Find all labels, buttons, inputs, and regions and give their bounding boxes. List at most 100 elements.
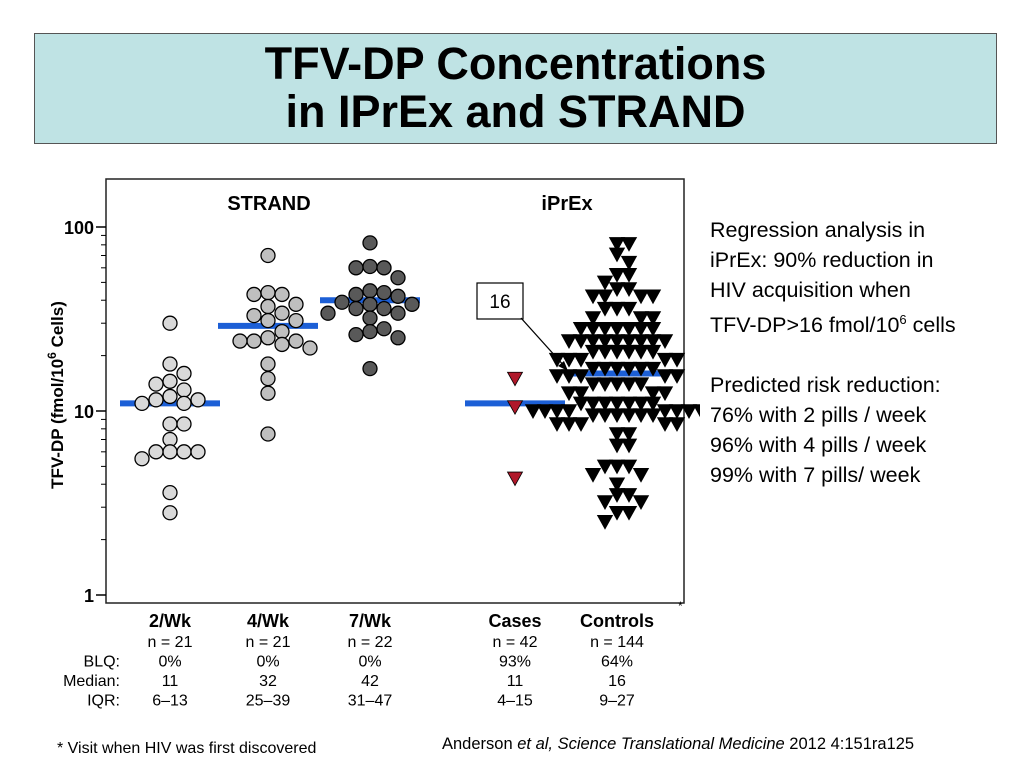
data-point-triangle	[608, 267, 626, 283]
data-point-circle	[260, 247, 276, 264]
data-point-circle	[390, 288, 406, 304]
annotation-box	[476, 282, 524, 320]
data-point-triangle	[632, 468, 650, 483]
data-point-triangle	[596, 275, 614, 291]
y-axis: 1 10 100	[64, 218, 106, 606]
data-point-triangle	[584, 289, 602, 305]
data-point-triangle	[632, 396, 650, 412]
data-point-circle	[274, 286, 290, 303]
data-point-circle	[320, 305, 336, 321]
data-point-triangle	[524, 404, 542, 419]
data-point-triangle	[620, 377, 638, 393]
citation-year: 2012 4:151ra125	[784, 735, 915, 753]
annotation-arrow-head	[558, 361, 568, 371]
y-tick-label: 100	[64, 218, 94, 238]
category-labels: 2/Wk 4/Wk 7/Wk Cases Controls	[149, 611, 654, 631]
data-point-circle	[260, 330, 276, 346]
data-point-triangle	[596, 344, 614, 360]
data-point-triangle	[506, 371, 524, 387]
data-point-circle	[376, 284, 392, 301]
data-point-circle	[260, 370, 276, 387]
data-point-triangle	[608, 321, 626, 337]
data-point-circle	[274, 305, 290, 321]
annotation-16: 16	[476, 282, 568, 371]
data-point-circle	[176, 382, 192, 398]
y-tick-label: 1	[84, 586, 94, 606]
data-point-triangle	[668, 369, 686, 384]
data-point-triangle	[656, 404, 674, 419]
data-point-triangle	[506, 400, 524, 416]
annotation-arrow-line	[520, 317, 567, 369]
data-point-triangle	[620, 321, 638, 337]
data-point-triangle	[620, 334, 638, 349]
data-point-triangle	[584, 311, 602, 327]
data-point-circle	[376, 300, 392, 317]
data-point-circle	[162, 444, 178, 460]
data-point-circle	[362, 360, 378, 377]
citation: Anderson et al, Science Translational Me…	[442, 735, 914, 754]
data-point-triangle	[680, 404, 698, 419]
data-point-triangle	[656, 334, 674, 349]
data-point-triangle	[632, 311, 650, 327]
y-axis-label-main: TFV-DP (fmol/10	[48, 359, 67, 489]
data-point-triangle	[572, 386, 590, 402]
stats-row-label: BLQ:	[84, 654, 120, 671]
stats-cell: 4–15	[497, 693, 533, 710]
stats-table: n = 21 n = 21 n = 22 n = 42 n = 144 BLQ: 0% 0% 0…	[63, 634, 644, 710]
regression-line-4-end: cells	[906, 313, 956, 338]
data-point-triangle	[596, 361, 614, 377]
stats-cell: n = 21	[148, 634, 193, 651]
stats-cell: 11	[162, 673, 179, 690]
data-point-triangle	[608, 505, 626, 521]
data-point-triangle	[656, 417, 674, 432]
data-point-triangle	[608, 438, 626, 454]
data-point-triangle	[644, 311, 662, 327]
category-label: 2/Wk	[149, 611, 192, 631]
data-point-circle	[376, 260, 392, 276]
data-point-circle	[190, 444, 206, 460]
data-point-circle	[390, 305, 406, 321]
data-point-circle	[260, 312, 276, 329]
data-point-triangle	[548, 417, 566, 432]
data-point-triangle	[620, 267, 638, 283]
data-point-triangle	[608, 459, 626, 475]
data-point-circle	[162, 388, 178, 405]
regression-line-4-main: TFV-DP>16 fmol/10	[710, 313, 900, 338]
data-point-triangle	[548, 369, 566, 384]
stats-cell: 16	[608, 673, 626, 690]
data-point-triangle	[572, 396, 590, 412]
data-point-triangle	[608, 247, 626, 263]
category-label: 4/Wk	[247, 611, 290, 631]
data-point-triangle	[572, 334, 590, 349]
data-point-triangle	[608, 237, 626, 252]
category-label: Cases	[488, 611, 541, 631]
data-point-triangle	[656, 352, 674, 368]
data-point-circle	[334, 294, 350, 310]
data-point-circle	[362, 283, 378, 299]
data-point-triangle	[620, 301, 638, 317]
data-point-triangle	[572, 321, 590, 337]
annotation-label: 16	[489, 292, 510, 313]
data-point-circle	[288, 296, 304, 312]
data-point-circle	[162, 356, 178, 372]
tfv-dp-scatter-chart: STRAND iPrEx 1 10 100 TFV-DP (fmol/106 Cel…	[45, 178, 700, 710]
stats-cell: 6–13	[152, 693, 188, 710]
data-point-triangle	[596, 459, 614, 475]
data-point-triangle	[620, 396, 638, 412]
data-point-triangle	[632, 334, 650, 349]
data-point-triangle	[608, 408, 626, 424]
data-point-triangle	[608, 334, 626, 349]
data-point-triangle	[608, 477, 626, 493]
footnote: * Visit when HIV was first discovered	[57, 740, 317, 757]
data-point-circle	[246, 286, 262, 303]
data-point-circle	[176, 444, 192, 460]
data-point-triangle	[620, 488, 638, 503]
data-point-triangle	[560, 386, 578, 402]
data-point-circle	[246, 307, 262, 324]
data-point-triangle	[620, 427, 638, 442]
data-point-circle	[348, 326, 364, 343]
data-point-triangle	[668, 404, 686, 419]
data-point-circle	[162, 484, 178, 501]
stats-cell: n = 42	[493, 634, 538, 651]
data-point-triangle	[596, 334, 614, 349]
